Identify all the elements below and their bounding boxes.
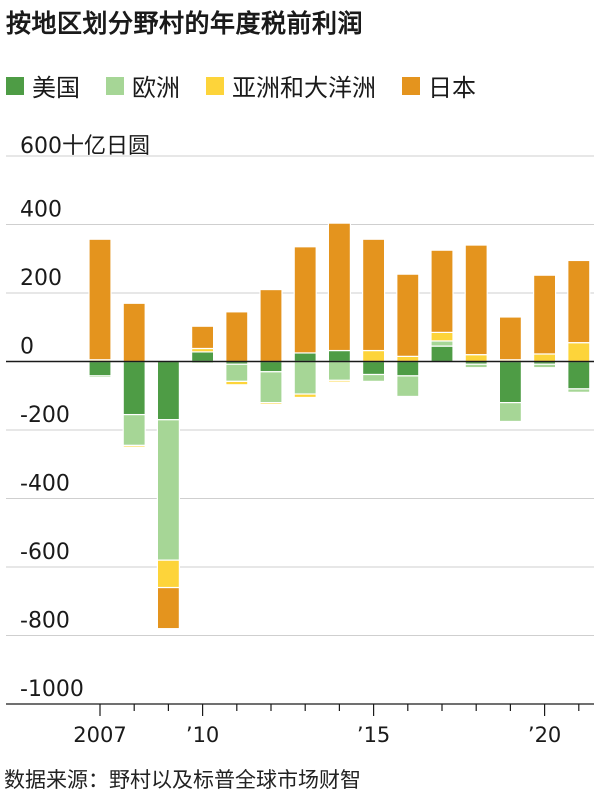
y-tick-label: -600 — [20, 540, 70, 565]
bar-segment — [122, 302, 146, 363]
y-tick-label: 400 — [20, 198, 62, 223]
bar-segment — [191, 351, 215, 363]
bar-segment — [327, 360, 351, 381]
legend-item-europe: 欧洲 — [106, 68, 180, 103]
legend-item-japan: 日本 — [402, 68, 476, 103]
bar-segment — [259, 402, 283, 405]
legend-swatch-us — [6, 76, 24, 95]
bar-segment — [259, 371, 283, 404]
bar-segment — [259, 360, 283, 373]
bar-segment — [327, 379, 351, 383]
bar-segment — [532, 274, 557, 355]
legend-label-europe: 欧洲 — [132, 74, 180, 102]
bar-segment — [191, 325, 215, 350]
bar-segment — [156, 360, 180, 421]
x-tick-label: 2007 — [73, 723, 126, 747]
bar-segment — [293, 352, 317, 363]
x-tick-label: ’10 — [186, 723, 219, 747]
bar-segment — [498, 402, 522, 423]
bar-segment — [122, 360, 146, 416]
x-tick-label: ’20 — [528, 723, 561, 747]
y-tick-label: 200 — [20, 266, 62, 291]
bar-segment — [567, 360, 591, 390]
source-note: 数据来源：野村以及标普全球市场财智 — [4, 768, 361, 792]
legend-label-asia-oceania: 亚洲和大洋洲 — [232, 74, 376, 102]
bar-segment — [88, 360, 112, 377]
y-tick-label: -200 — [20, 403, 70, 428]
legend-item-us: 美国 — [6, 68, 80, 103]
legend-label-japan: 日本 — [428, 74, 476, 102]
y-tick-label: -400 — [20, 472, 70, 497]
bar-segment — [362, 373, 386, 382]
legend-swatch-japan — [402, 76, 420, 95]
bar-segment — [430, 331, 454, 342]
bar-segment — [327, 222, 351, 352]
legend-swatch-asia-oceania — [206, 76, 224, 95]
bar-segment — [225, 380, 249, 386]
y-tick-label: -1000 — [20, 677, 84, 702]
bar-segment — [532, 353, 557, 363]
bar-segment — [122, 444, 146, 448]
bar-segment — [498, 360, 522, 404]
bar-segment — [327, 349, 351, 363]
legend-label-us: 美国 — [32, 74, 80, 102]
bar-segment — [430, 340, 454, 347]
bar-segment — [156, 559, 180, 589]
bar-segment — [464, 363, 488, 369]
bar-segment — [293, 246, 317, 354]
bar-segment — [396, 375, 420, 398]
bar-segment — [567, 259, 591, 344]
legend-swatch-europe — [106, 76, 124, 95]
bar-segment — [293, 360, 317, 395]
bar-segment — [156, 586, 180, 630]
bar-segment — [259, 288, 283, 363]
bar-segment — [430, 249, 454, 333]
bar-segment — [567, 342, 591, 363]
y-axis-unit-label: 600十亿日圆 — [20, 134, 150, 159]
chart-title: 按地区划分野村的年度税前利润 — [6, 9, 364, 38]
bar-segment — [567, 388, 591, 393]
x-tick-label: ’15 — [357, 723, 390, 747]
bar-segment — [156, 419, 180, 561]
bar-segment — [362, 360, 386, 376]
bar-segment — [430, 345, 454, 363]
legend-item-asia-oceania: 亚洲和大洋洲 — [206, 68, 376, 103]
bar-segment — [225, 363, 249, 382]
bar-segment — [532, 363, 557, 369]
bar-segment — [396, 360, 420, 377]
bar-segment — [293, 393, 317, 399]
bar-segment — [464, 354, 488, 363]
bar-segment — [464, 244, 488, 356]
bar-segment — [88, 238, 112, 361]
chart-legend: 美国 欧洲 亚洲和大洋洲 日本 — [6, 68, 502, 103]
bar-segment — [362, 349, 386, 363]
bar-segment — [88, 375, 112, 379]
bar-segment — [498, 316, 522, 361]
bar-segment — [396, 273, 420, 357]
bar-segment — [225, 311, 249, 363]
bar-segment — [122, 413, 146, 447]
bar-segment — [362, 238, 386, 352]
y-tick-label: 0 — [20, 335, 34, 360]
y-tick-label: -800 — [20, 609, 70, 634]
